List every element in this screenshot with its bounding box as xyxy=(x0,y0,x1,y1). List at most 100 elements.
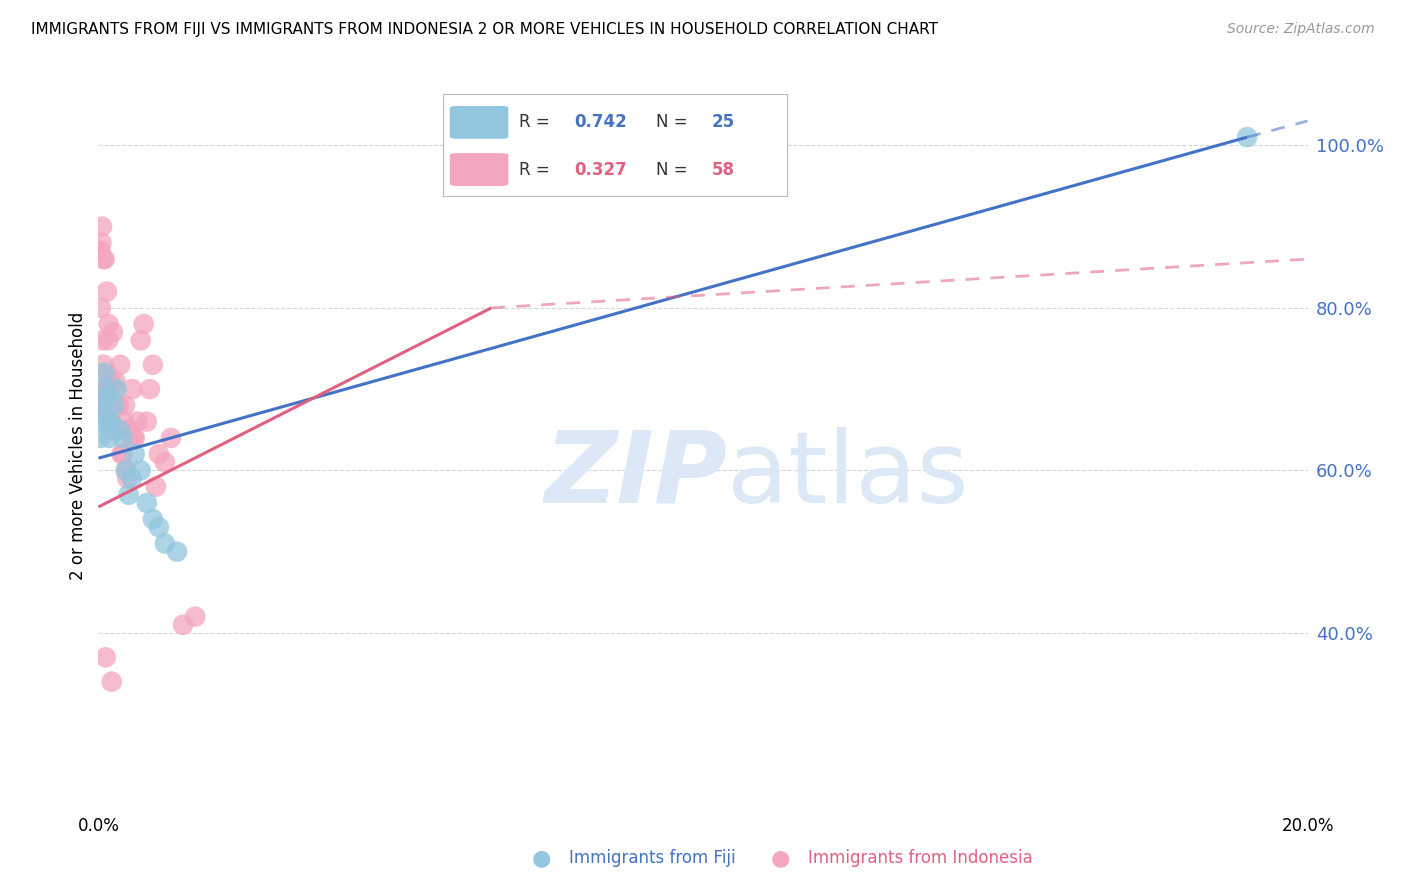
Point xyxy=(121,471,143,485)
Point xyxy=(101,325,124,339)
Text: Immigrants from Fiji: Immigrants from Fiji xyxy=(569,849,737,867)
Point xyxy=(89,415,111,429)
Point xyxy=(89,244,111,258)
Point xyxy=(112,415,135,429)
Text: Source: ZipAtlas.com: Source: ZipAtlas.com xyxy=(1227,22,1375,37)
Text: ●: ● xyxy=(770,848,790,868)
Point xyxy=(97,415,120,429)
Point xyxy=(101,423,124,437)
Point xyxy=(104,374,127,388)
Text: ZIP: ZIP xyxy=(544,426,727,524)
FancyBboxPatch shape xyxy=(450,106,509,139)
FancyBboxPatch shape xyxy=(450,153,509,186)
Point xyxy=(94,382,117,396)
Point xyxy=(153,536,176,550)
Point xyxy=(129,334,152,348)
Point xyxy=(93,252,115,266)
Point xyxy=(118,423,141,437)
Point xyxy=(122,431,145,445)
Point xyxy=(91,398,114,412)
Point xyxy=(90,235,112,250)
Point xyxy=(153,455,176,469)
Point xyxy=(124,431,146,445)
Point xyxy=(100,374,122,388)
Point xyxy=(90,301,112,315)
Text: 0.327: 0.327 xyxy=(574,161,627,178)
Point xyxy=(121,382,143,396)
Text: 25: 25 xyxy=(711,113,735,131)
Point xyxy=(97,334,120,348)
Point xyxy=(100,674,122,689)
Point xyxy=(94,382,117,396)
Point xyxy=(91,358,114,372)
Text: ●: ● xyxy=(531,848,551,868)
Point xyxy=(124,447,146,461)
Point xyxy=(94,382,117,396)
Text: 0.742: 0.742 xyxy=(574,113,627,131)
Point xyxy=(97,317,120,331)
Point xyxy=(115,463,138,477)
Point xyxy=(91,334,114,348)
Point xyxy=(135,415,157,429)
Point xyxy=(94,650,117,665)
Point xyxy=(103,398,125,412)
Point xyxy=(91,219,114,234)
Y-axis label: 2 or more Vehicles in Household: 2 or more Vehicles in Household xyxy=(69,312,87,580)
Point xyxy=(96,366,118,380)
Text: N =: N = xyxy=(657,161,693,178)
Point xyxy=(91,407,114,421)
Point xyxy=(108,398,131,412)
Point xyxy=(107,398,129,412)
Point xyxy=(148,520,170,534)
Point xyxy=(114,398,136,412)
Point xyxy=(139,382,162,396)
Point xyxy=(89,244,111,258)
Point xyxy=(93,398,115,412)
Text: R =: R = xyxy=(519,113,555,131)
Text: IMMIGRANTS FROM FIJI VS IMMIGRANTS FROM INDONESIA 2 OR MORE VEHICLES IN HOUSEHOL: IMMIGRANTS FROM FIJI VS IMMIGRANTS FROM … xyxy=(31,22,938,37)
Point xyxy=(93,366,115,380)
Point xyxy=(114,463,136,477)
Text: N =: N = xyxy=(657,113,693,131)
Point xyxy=(90,431,112,445)
Point xyxy=(98,431,121,445)
Point xyxy=(96,398,118,412)
Text: 58: 58 xyxy=(711,161,734,178)
Point xyxy=(105,382,128,396)
Point xyxy=(111,447,134,461)
Point xyxy=(172,617,194,632)
Point xyxy=(142,512,165,526)
Point xyxy=(93,252,115,266)
Point xyxy=(166,544,188,558)
Point xyxy=(135,496,157,510)
Point xyxy=(100,382,122,396)
Point xyxy=(98,407,121,421)
Point xyxy=(110,447,132,461)
Point xyxy=(148,447,170,461)
Point xyxy=(103,398,125,412)
Point xyxy=(111,431,134,445)
Point xyxy=(105,398,128,412)
Point xyxy=(108,423,131,437)
Point xyxy=(103,382,125,396)
Point xyxy=(118,488,141,502)
Point xyxy=(96,285,118,299)
Point xyxy=(129,463,152,477)
Point xyxy=(87,398,110,412)
Point xyxy=(117,471,139,485)
Text: Immigrants from Indonesia: Immigrants from Indonesia xyxy=(808,849,1033,867)
Point xyxy=(1236,130,1258,145)
Point xyxy=(100,415,122,429)
Point xyxy=(108,358,131,372)
Text: atlas: atlas xyxy=(727,426,969,524)
Point xyxy=(142,358,165,372)
Point xyxy=(184,609,207,624)
Point xyxy=(98,398,121,412)
Point xyxy=(132,317,155,331)
Point xyxy=(118,423,141,437)
Point xyxy=(145,480,167,494)
Point xyxy=(127,415,149,429)
Point xyxy=(120,431,142,445)
Point xyxy=(96,390,118,404)
Text: R =: R = xyxy=(519,161,555,178)
